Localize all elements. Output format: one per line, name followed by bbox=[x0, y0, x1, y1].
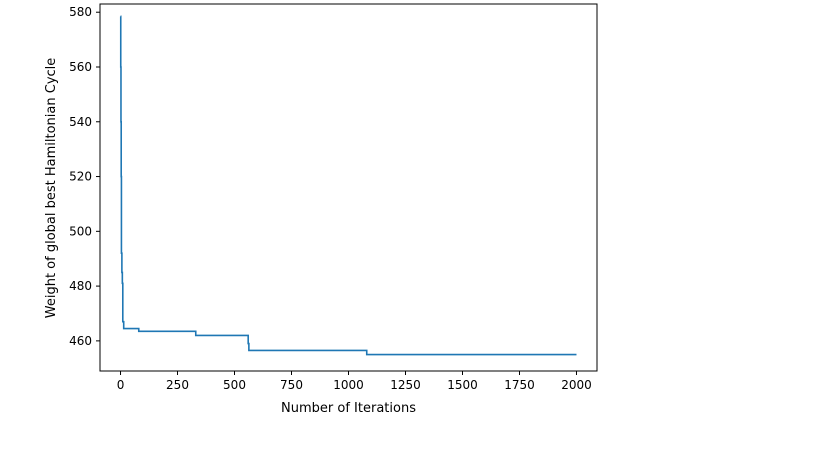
y-axis-ticks: 460 480 500 520 540 560 580 bbox=[69, 5, 100, 348]
x-tick-label: 2000 bbox=[561, 378, 592, 392]
y-tick-label: 500 bbox=[69, 224, 92, 238]
x-tick-label: 1000 bbox=[333, 378, 364, 392]
y-axis-label: Weight of global best Hamiltonian Cycle bbox=[44, 58, 59, 319]
x-axis-label: Number of Iterations bbox=[281, 401, 416, 416]
x-tick-label: 1500 bbox=[447, 378, 478, 392]
x-axis-ticks: 0 250 500 750 1000 1250 1500 1750 2000 bbox=[117, 371, 592, 392]
x-tick-label: 250 bbox=[166, 378, 189, 392]
y-tick-label: 460 bbox=[69, 334, 92, 348]
y-tick-label: 560 bbox=[69, 60, 92, 74]
x-tick-label: 1250 bbox=[390, 378, 421, 392]
y-tick-label: 480 bbox=[69, 279, 92, 293]
y-tick-label: 580 bbox=[69, 5, 92, 19]
plot-area-frame bbox=[99, 3, 598, 372]
x-tick-label: 750 bbox=[280, 378, 303, 392]
y-tick-label: 520 bbox=[69, 170, 92, 184]
x-tick-label: 500 bbox=[223, 378, 246, 392]
series-line bbox=[119, 15, 577, 356]
x-tick-label: 0 bbox=[117, 378, 125, 392]
x-tick-label: 1750 bbox=[504, 378, 535, 392]
y-tick-label: 540 bbox=[69, 115, 92, 129]
